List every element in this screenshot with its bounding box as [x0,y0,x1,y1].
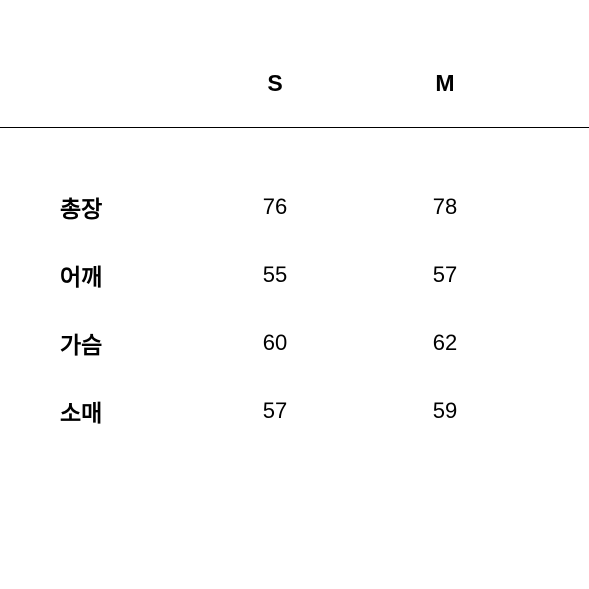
cell-value: 62 [433,330,457,355]
table-cell: 59 [360,398,530,424]
table-row: 소매 57 59 [0,377,589,445]
row-label-cell: 소매 [0,394,190,428]
table-row: 총장 76 78 [0,173,589,241]
cell-value: 57 [433,262,457,287]
row-label: 가슴 [60,332,102,358]
table-cell: 57 [190,398,360,424]
table-cell: 55 [190,262,360,288]
table-cell: 78 [360,194,530,220]
column-header-label: M [435,70,454,96]
cell-value: 59 [433,398,457,423]
column-header-label: S [267,70,282,96]
table-cell: 62 [360,330,530,356]
column-header: S [190,70,360,97]
cell-value: 76 [263,194,287,219]
row-label: 총장 [60,196,102,222]
table-cell: 76 [190,194,360,220]
table-row: 가슴 60 62 [0,309,589,377]
table-header-row: S M [0,70,589,128]
table-body: 총장 76 78 어깨 55 57 가슴 60 [0,128,589,445]
row-label: 어깨 [60,264,102,290]
cell-value: 57 [263,398,287,423]
table-cell: 60 [190,330,360,356]
row-label: 소매 [60,400,102,426]
cell-value: 55 [263,262,287,287]
row-label-cell: 어깨 [0,258,190,292]
table-cell: 57 [360,262,530,288]
size-table: S M 총장 76 78 어깨 55 57 [0,0,589,445]
cell-value: 78 [433,194,457,219]
row-label-cell: 가슴 [0,326,190,360]
row-label-header-spacer [0,70,190,97]
cell-value: 60 [263,330,287,355]
column-header: M [360,70,530,97]
table-row: 어깨 55 57 [0,241,589,309]
row-label-cell: 총장 [0,190,190,224]
